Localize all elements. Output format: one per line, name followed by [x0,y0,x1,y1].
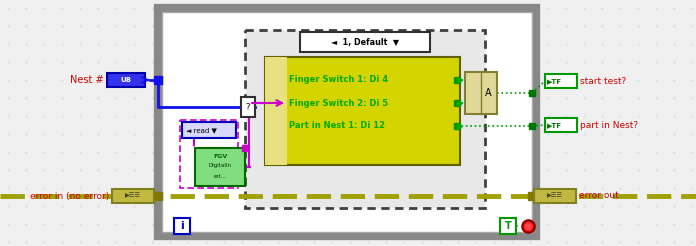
Text: Finger Switch 2: Di 5: Finger Switch 2: Di 5 [289,98,388,108]
Text: ◄ read ▼: ◄ read ▼ [186,127,217,133]
Text: ▶☰☰: ▶☰☰ [547,193,563,199]
Text: ret...: ret... [214,173,226,179]
Text: U8: U8 [120,77,132,83]
Text: ◄  1, Default  ▼: ◄ 1, Default ▼ [331,37,399,46]
Bar [265,57,287,165]
Bar [500,218,516,234]
Bar [180,120,238,188]
Text: DigitalIn: DigitalIn [209,164,232,169]
Bar [195,148,245,186]
Text: error in (no error): error in (no error) [30,191,109,200]
Text: FGV: FGV [213,154,227,158]
Text: part in Nest?: part in Nest? [580,121,638,129]
Text: Finger Switch 1: Di 4: Finger Switch 1: Di 4 [289,76,388,84]
Bar [245,30,485,208]
Text: ▶☰☰: ▶☰☰ [125,193,141,199]
Bar [465,72,497,114]
Bar [158,8,536,236]
Text: error out: error out [579,191,619,200]
Text: ?: ? [246,103,251,111]
Text: ▶TF: ▶TF [547,78,562,84]
Bar [162,12,532,232]
Bar [545,118,577,132]
Text: A: A [484,88,491,98]
Bar [174,218,190,234]
Text: Nest #: Nest # [70,75,104,85]
Bar [300,32,430,52]
Text: ▶TF: ▶TF [547,122,562,128]
Text: start test?: start test? [580,77,626,86]
Bar [182,122,236,138]
Bar [241,97,255,117]
Bar [107,73,145,87]
Text: i: i [180,221,184,231]
Bar [534,189,576,203]
Bar [545,74,577,88]
Bar [112,189,154,203]
Text: Part in Nest 1: Di 12: Part in Nest 1: Di 12 [289,122,385,130]
Bar [265,57,460,165]
Text: T: T [505,221,512,231]
